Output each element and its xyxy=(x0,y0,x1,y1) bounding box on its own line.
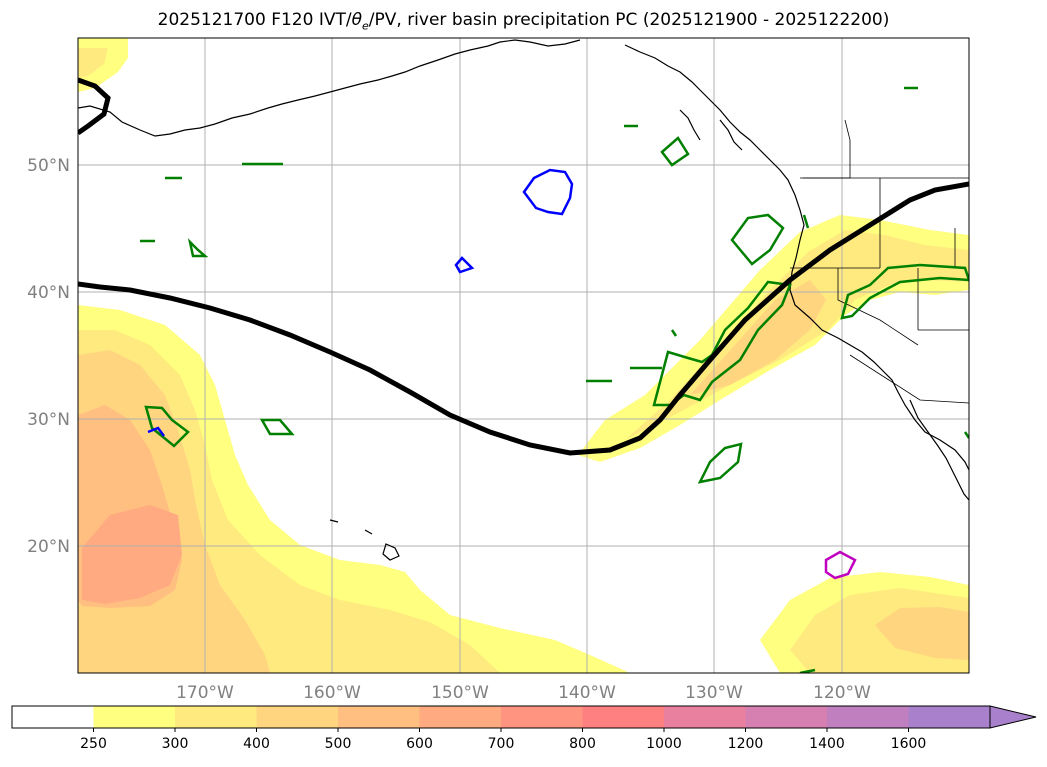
colorbar-tick-label: 600 xyxy=(406,736,433,752)
lon-tick-label: 170°W xyxy=(176,683,234,703)
lon-tick-label: 160°W xyxy=(303,683,361,703)
colorbar-segment xyxy=(175,706,257,728)
magenta-contour xyxy=(824,550,857,580)
coastlines xyxy=(78,39,969,561)
lat-tick-labels: 50°N 40°N 30°N 20°N xyxy=(27,156,70,557)
colorbar-tick-label: 300 xyxy=(162,736,189,752)
colorbar-tick-label: 1600 xyxy=(891,736,927,752)
colorbar-tick-label: 500 xyxy=(325,736,352,752)
colorbar: 250 300 400 500 600 700 800 1000 1200 1400 1600 xyxy=(11,705,1037,752)
map-frame xyxy=(77,37,970,674)
ivt-fill-northwest xyxy=(78,38,128,92)
colorbar-segment xyxy=(745,706,828,728)
ivt-fill-southwest xyxy=(78,305,630,673)
colorbar-tick-label: 700 xyxy=(488,736,515,752)
colorbar-segment xyxy=(501,706,583,728)
colorbar-tick-label: 250 xyxy=(80,736,107,752)
lon-tick-label: 140°W xyxy=(558,683,616,703)
colorbar-segment xyxy=(338,706,420,728)
colorbar-extend-arrow xyxy=(989,705,1037,729)
plot-title: 2025121700 F120 IVT/θe/PV, river basin p… xyxy=(157,10,890,33)
lon-tick-label: 120°W xyxy=(813,683,871,703)
green-contours xyxy=(140,86,969,673)
lon-tick-label: 150°W xyxy=(431,683,489,703)
lon-tick-label: 130°W xyxy=(685,683,743,703)
colorbar-tick-label: 400 xyxy=(243,736,270,752)
lon-tick-labels: 170°W 160°W 150°W 140°W 130°W 120°W xyxy=(176,683,871,703)
lat-tick-label: 30°N xyxy=(27,410,70,430)
colorbar-segment xyxy=(12,706,94,728)
colorbar-segment xyxy=(93,706,176,728)
lat-tick-label: 40°N xyxy=(27,283,70,303)
colorbar-tick-label: 1400 xyxy=(809,736,845,752)
ivt-fill-southeast xyxy=(760,572,969,673)
colorbar-segment xyxy=(419,706,502,728)
blue-contours xyxy=(147,168,574,437)
colorbar-segment xyxy=(908,706,991,728)
colorbar-segment xyxy=(664,706,746,728)
colorbar-segment xyxy=(827,706,909,728)
lat-tick-label: 50°N xyxy=(27,156,70,176)
map-area xyxy=(78,38,969,673)
lat-tick-label: 20°N xyxy=(27,537,70,557)
colorbar-tick-label: 1000 xyxy=(646,736,682,752)
colorbar-tick-label: 1200 xyxy=(728,736,764,752)
colorbar-tick-label: 800 xyxy=(569,736,596,752)
colorbar-segment xyxy=(256,706,339,728)
map-gridlines xyxy=(78,38,969,673)
pv-contour xyxy=(78,77,969,456)
colorbar-segment xyxy=(582,706,665,728)
